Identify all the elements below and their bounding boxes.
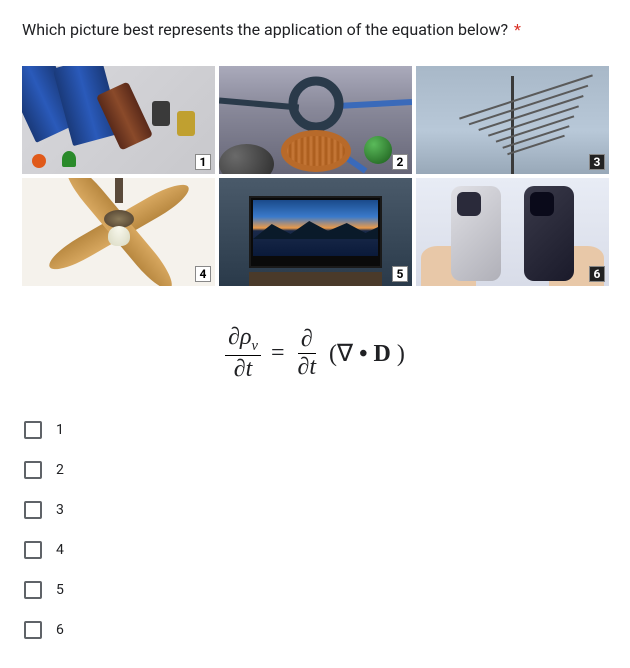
image-badge-3: 3	[589, 154, 605, 170]
checkbox-2[interactable]	[24, 461, 42, 479]
equation: ∂ρv ∂t = ∂ ∂t (∇ • D )	[22, 306, 608, 410]
option-label-4[interactable]: 4	[56, 542, 64, 558]
checkbox-1[interactable]	[24, 421, 42, 439]
image-badge-5: 5	[392, 266, 408, 282]
options-list: 1 2 3 4 5 6	[22, 410, 608, 650]
checkbox-6[interactable]	[24, 621, 42, 639]
option-row-1[interactable]: 1	[24, 410, 608, 450]
option-label-6[interactable]: 6	[56, 622, 64, 638]
eq-rhs-num: ∂	[298, 326, 316, 353]
image-cell-4: 4	[22, 178, 215, 286]
image-cell-6: 6	[416, 178, 609, 286]
option-row-6[interactable]: 6	[24, 610, 608, 650]
checkbox-5[interactable]	[24, 581, 42, 599]
image-cell-3: 3	[416, 66, 609, 174]
image-cell-2: 2	[219, 66, 412, 174]
eq-rhs-den: ∂t	[294, 354, 319, 380]
image-grid: 1 2 3 4 5 6	[22, 66, 608, 286]
eq-lhs-num: ∂ρ	[228, 324, 251, 350]
required-marker: *	[514, 20, 521, 39]
eq-lhs-sub: v	[252, 338, 258, 354]
option-row-4[interactable]: 4	[24, 530, 608, 570]
option-row-2[interactable]: 2	[24, 450, 608, 490]
option-label-5[interactable]: 5	[56, 582, 64, 598]
option-label-2[interactable]: 2	[56, 462, 64, 478]
question-prompt: Which picture best represents the applic…	[22, 20, 508, 39]
image-badge-6: 6	[589, 266, 605, 282]
image-cell-1: 1	[22, 66, 215, 174]
checkbox-3[interactable]	[24, 501, 42, 519]
option-label-1[interactable]: 1	[56, 422, 64, 438]
eq-equals: =	[271, 340, 285, 367]
checkbox-4[interactable]	[24, 541, 42, 559]
option-label-3[interactable]: 3	[56, 502, 64, 518]
image-badge-4: 4	[195, 266, 211, 282]
question-text: Which picture best represents the applic…	[22, 18, 608, 42]
option-row-5[interactable]: 5	[24, 570, 608, 610]
image-badge-2: 2	[392, 154, 408, 170]
image-badge-1: 1	[195, 154, 211, 170]
eq-lhs-den: ∂t	[231, 356, 256, 382]
image-cell-5: 5	[219, 178, 412, 286]
eq-rhs-paren: (∇ • D )	[329, 339, 405, 368]
option-row-3[interactable]: 3	[24, 490, 608, 530]
